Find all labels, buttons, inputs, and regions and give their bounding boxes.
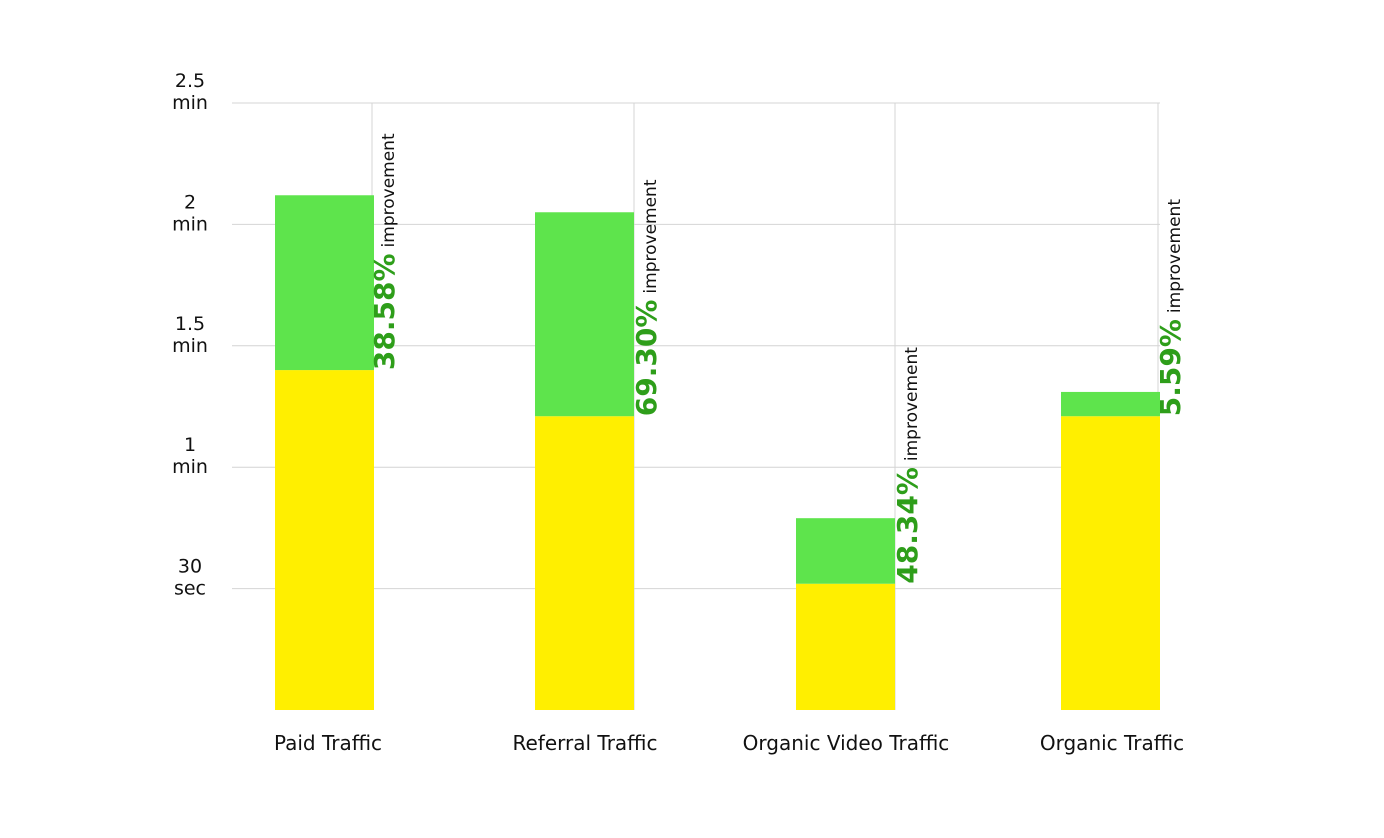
bars-layer — [275, 195, 1160, 710]
y-tick-label-line: min — [172, 456, 208, 478]
bar-improvement-segment — [796, 518, 895, 584]
improvement-annotation: 38.58% improvement — [368, 133, 401, 370]
y-tick-label: 30 sec — [174, 556, 206, 600]
improvement-percent: 5.59% — [1154, 319, 1187, 416]
improvement-percent: 38.58% — [368, 253, 401, 370]
y-tick-label: 1.5 min — [172, 313, 208, 357]
y-tick-label-line: 1 — [184, 434, 196, 456]
bar-improvement-segment — [275, 195, 374, 371]
y-tick-label-line: 2.5 — [175, 70, 205, 92]
improvement-percent: 69.30% — [630, 300, 663, 417]
improvement-annotation: 48.34% improvement — [891, 347, 924, 584]
improvement-label: improvement — [641, 179, 661, 293]
bar-improvement-segment — [535, 212, 634, 417]
bar-baseline-segment — [1061, 416, 1160, 710]
improvement-label: improvement — [902, 347, 922, 461]
y-tick-label-line: 30 — [178, 556, 202, 578]
improvement-label: improvement — [379, 133, 399, 247]
bar-baseline-segment — [796, 583, 895, 710]
y-tick-label-line: min — [172, 213, 208, 235]
improvement-label: improvement — [1165, 199, 1185, 313]
y-tick-label: 2.5 min — [172, 70, 208, 114]
x-category-label: Referral Traffic — [513, 731, 658, 755]
bar-improvement-segment — [1061, 391, 1160, 417]
bar-baseline-segment — [535, 416, 634, 710]
y-tick-label-line: 1.5 — [175, 313, 205, 335]
y-tick-label: 1 min — [172, 434, 208, 478]
x-category-label: Organic Traffic — [1040, 731, 1184, 755]
x-category-label: Paid Traffic — [274, 731, 382, 755]
improvement-annotation: 5.59% improvement — [1154, 199, 1187, 417]
y-tick-label-line: min — [172, 335, 208, 357]
x-category-label: Organic Video Traffic — [743, 731, 950, 755]
y-tick-label-line: sec — [174, 578, 206, 600]
improvement-percent: 48.34% — [891, 467, 924, 584]
y-tick-label-line: min — [172, 92, 208, 114]
y-tick-label-line: 2 — [184, 191, 196, 213]
bar-baseline-segment — [275, 370, 374, 710]
y-tick-label: 2 min — [172, 191, 208, 235]
improvement-annotation: 69.30% improvement — [630, 179, 663, 416]
